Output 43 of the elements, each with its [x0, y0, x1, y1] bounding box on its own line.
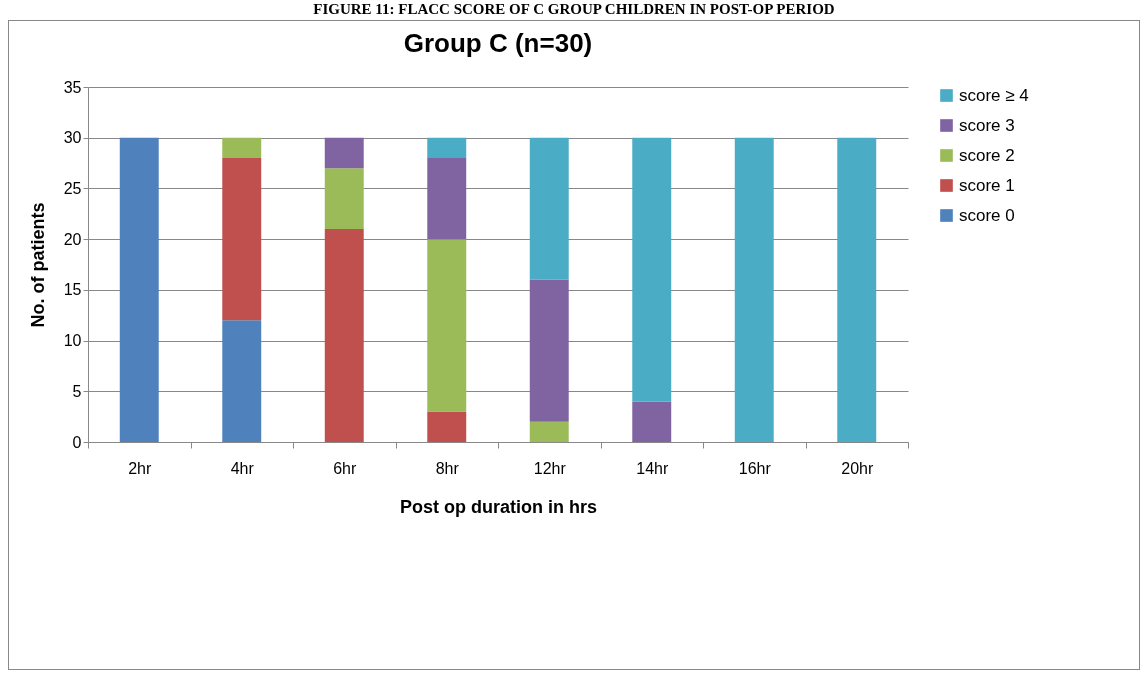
y-axis-title: No. of patients: [27, 202, 48, 328]
bar: [222, 320, 262, 442]
y-tick-label: 10: [63, 332, 82, 350]
x-tick-label: 14hr: [636, 459, 669, 477]
legend-label: score 2: [959, 145, 1015, 165]
y-tick-label: 35: [63, 78, 82, 96]
legend-label: score 3: [959, 115, 1015, 135]
x-tick-label: 20hr: [841, 459, 874, 477]
x-tick-label: 16hr: [738, 459, 772, 477]
bar: [427, 137, 467, 158]
bar: [837, 137, 877, 442]
x-tick-label: 2hr: [128, 459, 152, 477]
bar: [222, 137, 262, 158]
bar: [324, 137, 364, 169]
bar: [734, 137, 774, 442]
bar: [427, 158, 467, 240]
x-axis-title: Post op duration in hrs: [400, 496, 597, 517]
bar: [427, 411, 467, 442]
bar: [632, 137, 672, 402]
legend-label: score 1: [959, 175, 1015, 195]
bar: [324, 229, 364, 442]
bar: [632, 401, 672, 442]
y-tick-label: 20: [63, 230, 82, 248]
caption: FIGURE 11: FLACC SCORE OF C GROUP CHILDREN IN POST-OP PERIOD: [312, 0, 836, 18]
legend-label: score ≥ 4: [959, 85, 1029, 105]
x-tick-label: 6hr: [333, 459, 357, 477]
x-tick-label: 4hr: [230, 459, 255, 477]
y-tick-label: 25: [63, 179, 82, 197]
bar: [119, 137, 159, 442]
y-tick-label: 5: [72, 382, 82, 400]
legend-label: score 0: [959, 205, 1015, 225]
bar: [222, 158, 262, 321]
x-tick-label: 8hr: [435, 459, 460, 477]
y-tick-label: 15: [63, 281, 82, 299]
y-tick-label: 30: [63, 129, 82, 147]
bar: [324, 168, 364, 229]
x-tick-label: 12hr: [533, 459, 567, 477]
bar: [529, 421, 569, 442]
bar: [427, 239, 467, 412]
bar: [529, 279, 569, 422]
y-tick-label: 0: [72, 433, 82, 451]
chart-title: Group C (n=30): [403, 28, 593, 58]
bar: [529, 137, 569, 280]
